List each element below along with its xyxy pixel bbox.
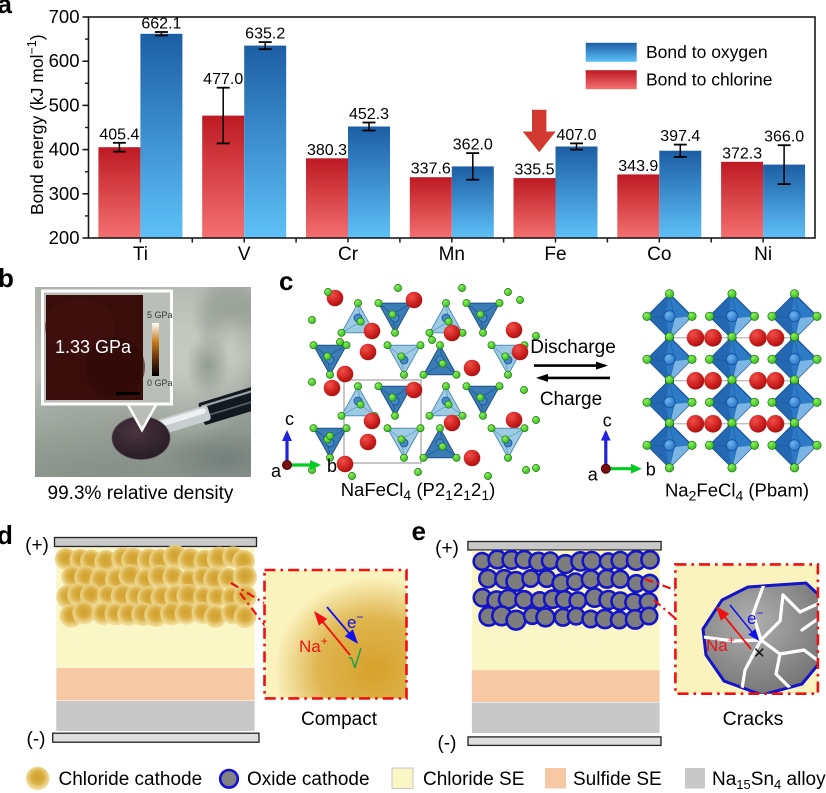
svg-text:500: 500: [49, 94, 80, 115]
svg-text:Oxide cathode: Oxide cathode: [247, 769, 370, 790]
svg-text:Co: Co: [647, 244, 671, 265]
svg-text:(-): (-): [438, 733, 457, 754]
svg-text:0 GPa: 0 GPa: [147, 378, 173, 388]
svg-text:372.3: 372.3: [722, 145, 762, 162]
svg-text:Na2FeCl4 (Pbam): Na2FeCl4 (Pbam): [665, 480, 809, 504]
svg-text:Bond to oxygen: Bond to oxygen: [646, 42, 768, 62]
svg-text:Na+: Na+: [706, 633, 735, 655]
svg-text:Cracks: Cracks: [723, 708, 784, 730]
svg-text:Bond energy (kJ mol−1): Bond energy (kJ mol−1): [25, 34, 47, 215]
svg-text:600: 600: [49, 50, 80, 71]
svg-text:b: b: [646, 460, 656, 480]
svg-text:Compact: Compact: [301, 709, 378, 730]
svg-text:362.0: 362.0: [453, 137, 493, 154]
svg-text:Chloride cathode: Chloride cathode: [59, 769, 203, 790]
svg-text:477.0: 477.0: [203, 71, 243, 88]
svg-text:(+): (+): [25, 535, 49, 556]
svg-text:1.33 GPa: 1.33 GPa: [55, 337, 132, 357]
svg-text:a: a: [588, 465, 599, 485]
svg-text:Na15Sn4 alloy: Na15Sn4 alloy: [712, 769, 826, 792]
svg-text:c: c: [603, 411, 612, 431]
svg-text:Sulfide SE: Sulfide SE: [573, 769, 662, 790]
svg-text:380.3: 380.3: [307, 142, 347, 159]
svg-text:Mn: Mn: [439, 244, 465, 265]
svg-text:366.0: 366.0: [764, 129, 804, 146]
svg-text:b: b: [327, 456, 337, 476]
svg-text:(-): (-): [27, 729, 46, 750]
svg-text:Bond to chlorine: Bond to chlorine: [646, 70, 772, 90]
svg-text:c: c: [285, 409, 294, 429]
svg-text:5 GPa: 5 GPa: [147, 310, 173, 320]
svg-text:662.1: 662.1: [141, 16, 181, 33]
svg-text:200: 200: [49, 227, 80, 248]
svg-text:335.5: 335.5: [514, 162, 554, 179]
svg-text:397.4: 397.4: [660, 128, 700, 145]
svg-text:V: V: [238, 244, 251, 265]
svg-text:405.4: 405.4: [99, 126, 139, 143]
svg-text:✕: ✕: [753, 645, 766, 662]
svg-text:(+): (+): [435, 538, 459, 559]
svg-text:a: a: [271, 461, 282, 481]
svg-text:700: 700: [49, 6, 80, 27]
svg-text:400: 400: [49, 139, 80, 160]
svg-text:635.2: 635.2: [245, 26, 285, 43]
svg-text:452.3: 452.3: [349, 106, 389, 123]
svg-text:Ni: Ni: [754, 244, 772, 265]
svg-text:Discharge: Discharge: [530, 337, 616, 358]
svg-text:343.9: 343.9: [618, 158, 658, 175]
svg-text:407.0: 407.0: [556, 127, 596, 144]
svg-text:NaFeCl4 (P212121): NaFeCl4 (P212121): [341, 479, 496, 503]
svg-text:Chloride SE: Chloride SE: [423, 769, 524, 790]
svg-text:300: 300: [49, 183, 80, 204]
svg-text:Cr: Cr: [338, 244, 359, 265]
svg-text:Ti: Ti: [133, 244, 148, 265]
svg-text:√: √: [348, 646, 362, 674]
svg-text:Charge: Charge: [540, 389, 602, 410]
svg-text:Na+: Na+: [299, 634, 328, 656]
svg-text:Fe: Fe: [544, 244, 566, 265]
svg-text:337.6: 337.6: [411, 161, 451, 178]
